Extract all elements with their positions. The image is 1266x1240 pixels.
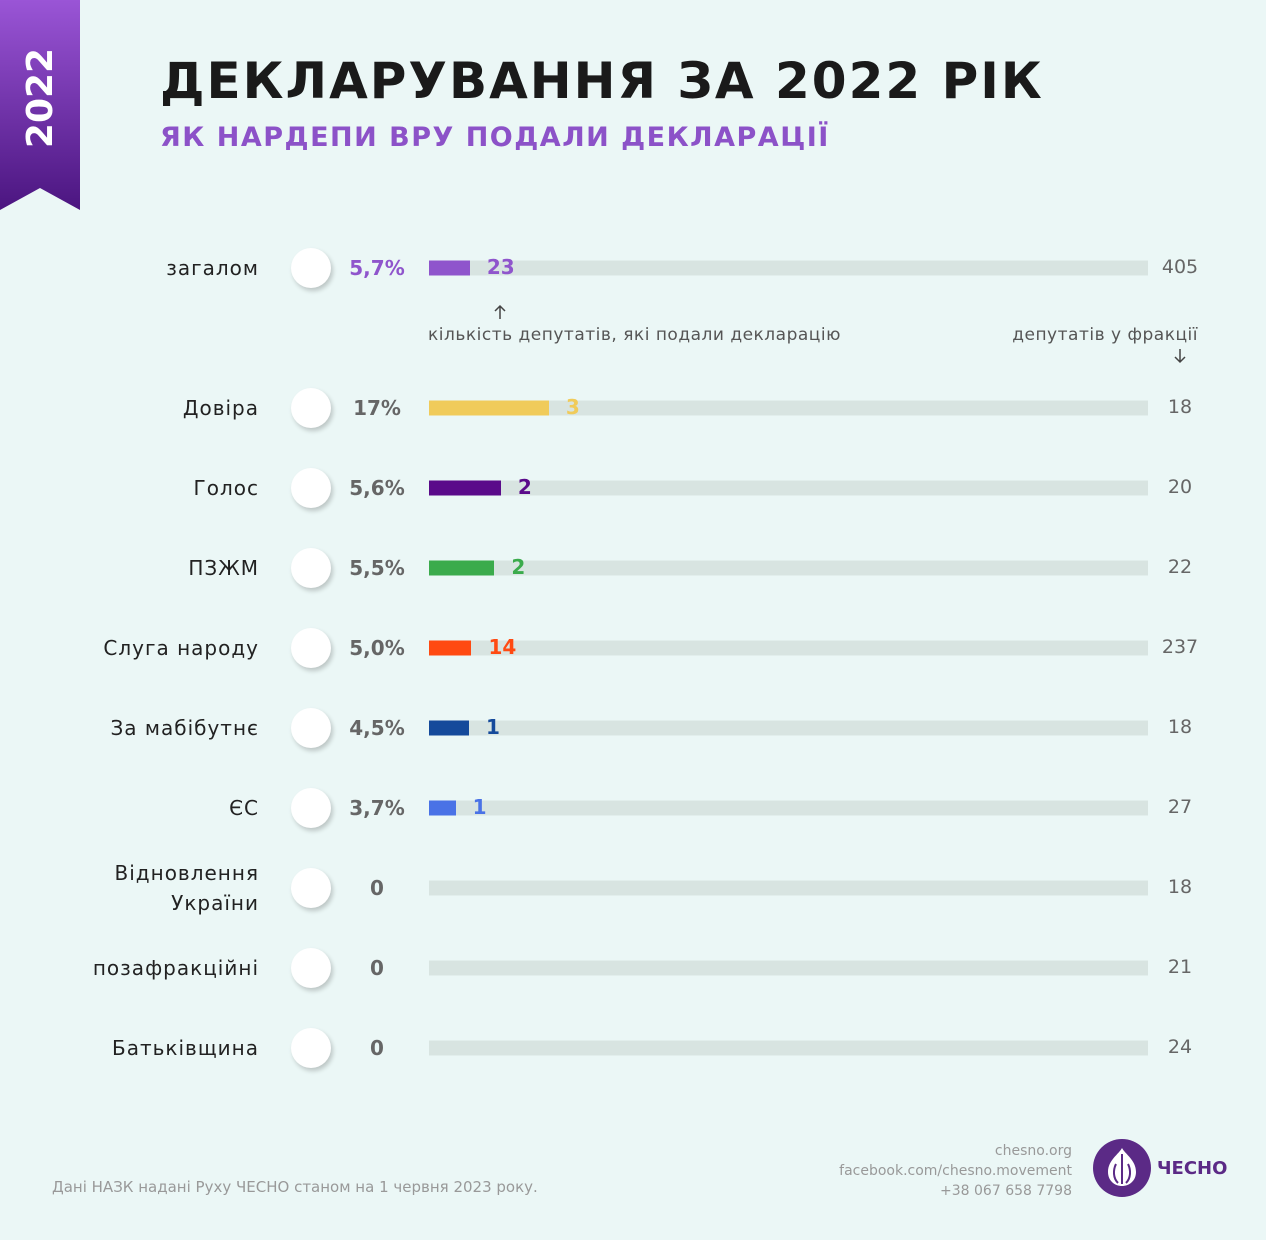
party-icon (291, 788, 331, 828)
category-label: Голос (193, 476, 259, 500)
count-label: 14 (488, 635, 517, 659)
count-label: 1 (485, 715, 500, 739)
percent-label: 5,7% (349, 256, 405, 280)
total-label: 18 (1167, 396, 1193, 418)
total-annotation: депутатів у фракції (1012, 325, 1198, 345)
arrow-down (1174, 349, 1186, 364)
bar-track (429, 800, 1148, 816)
source: Дані НАЗК надані Руху ЧЕСНО станом на 1 … (52, 1178, 538, 1196)
percent-label: 5,6% (349, 476, 405, 500)
party-icon (291, 468, 331, 508)
bar (429, 720, 469, 736)
party-icon (291, 708, 331, 748)
chart-subtitle: ЯК НАРДЕПИ ВРУ ПОДАЛИ ДЕКЛАРАЦІЇ (160, 122, 830, 153)
party-icon (291, 248, 331, 288)
total-label: 405 (1161, 256, 1199, 278)
percent-label: 5,5% (349, 556, 405, 580)
bar-track (429, 640, 1148, 656)
count-annotation: кількість депутатів, які подали декларац… (428, 325, 841, 345)
bar-track (429, 880, 1148, 896)
percent-label: 17% (353, 396, 401, 420)
total-label: 20 (1167, 476, 1193, 498)
bar (429, 560, 495, 576)
count-label: 2 (517, 475, 532, 499)
party-icon (291, 628, 331, 668)
bar-track (429, 560, 1148, 576)
total-label: 21 (1167, 956, 1193, 978)
count-label: 1 (472, 795, 487, 819)
party-icon (291, 1028, 331, 1068)
category-label: За мабібутнє (110, 716, 259, 740)
bar-track (429, 1040, 1148, 1056)
arrow-up (494, 304, 506, 319)
category-label: Батьківщина (111, 1036, 259, 1060)
total-label: 24 (1167, 1036, 1193, 1058)
percent-label: 4,5% (349, 716, 405, 740)
category-label: Відновлення України (114, 861, 259, 915)
percent-label: 0 (370, 956, 384, 980)
badge-text: 2022 (20, 48, 61, 148)
count-label: 23 (486, 255, 515, 279)
bar (429, 640, 472, 656)
count-label: 3 (565, 395, 580, 419)
bar (429, 480, 501, 496)
category-label: позафракційні (92, 956, 259, 980)
contact: +38 067 658 7798 (940, 1183, 1072, 1199)
party-icon (291, 388, 331, 428)
chart-title: ДЕКЛАРУВАННЯ ЗА 2022 РІК (160, 52, 1044, 110)
party-icon (291, 548, 331, 588)
bar-track (429, 720, 1148, 736)
count-label: 2 (511, 555, 526, 579)
total-label: 18 (1167, 716, 1193, 738)
total-label: 27 (1167, 796, 1193, 818)
bar-track (429, 480, 1148, 496)
party-icon (291, 948, 331, 988)
party-icon (291, 868, 331, 908)
bar (429, 800, 456, 816)
contacts: chesno.org facebook.com/chesno.movement +3… (839, 1141, 1072, 1201)
total-label: 18 (1167, 876, 1193, 898)
bar (429, 400, 549, 416)
logo-icon (1093, 1139, 1151, 1197)
total-label: 22 (1167, 556, 1193, 578)
category-label: Слуга народу (103, 636, 259, 660)
badge: 2022 (0, 0, 80, 210)
category-label: ПЗЖМ (188, 556, 259, 580)
bar (429, 260, 470, 276)
contact: chesno.org (994, 1143, 1072, 1159)
percent-label: 5,0% (349, 636, 405, 660)
logo-text: ЧЕСНО (1157, 1158, 1228, 1179)
bar-track (429, 960, 1148, 976)
percent-label: 0 (370, 876, 384, 900)
contact: facebook.com/chesno.movement (839, 1163, 1072, 1179)
percent-label: 3,7% (349, 796, 405, 820)
total-label: 237 (1161, 636, 1199, 658)
bar-track (429, 400, 1148, 416)
category-label: ЄС (229, 796, 259, 820)
category-label: загалом (166, 256, 259, 280)
percent-label: 0 (370, 1036, 384, 1060)
category-label: Довіра (182, 396, 259, 420)
bar-track (429, 260, 1148, 276)
